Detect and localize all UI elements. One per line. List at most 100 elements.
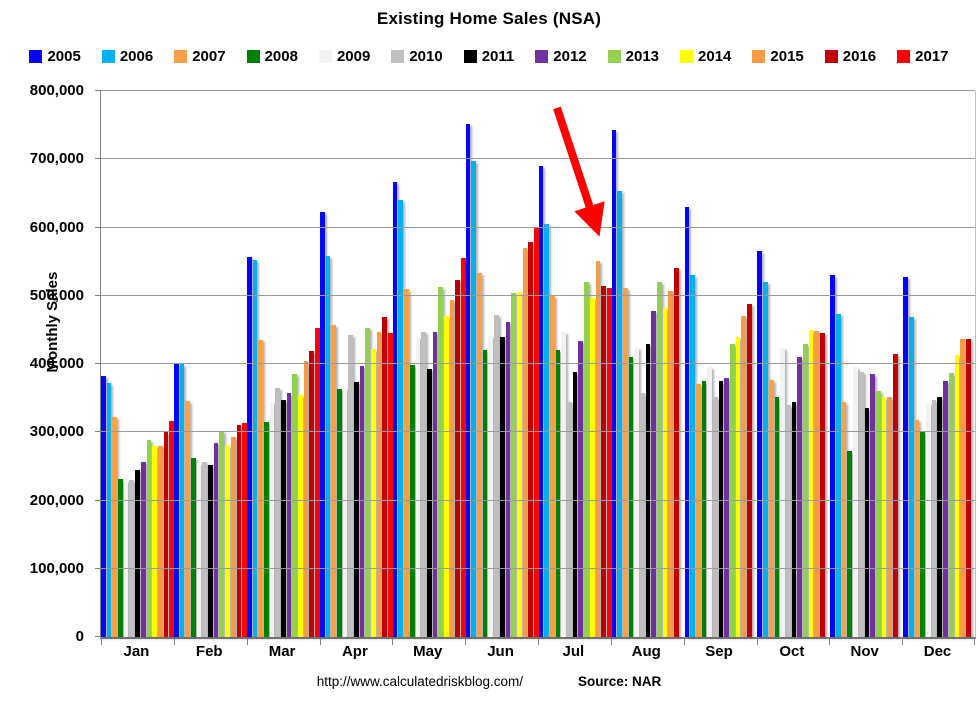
bar-2005-jan	[101, 375, 106, 637]
bar-2014-may	[443, 316, 449, 637]
bar-2010-feb	[202, 461, 208, 637]
bar-2013-apr	[365, 327, 370, 637]
bar-2005-dec	[903, 276, 908, 637]
bar-2014-jul	[589, 297, 595, 637]
bar-2015-nov	[887, 396, 892, 637]
month-group-sep	[684, 91, 758, 637]
bar-2017-apr	[388, 333, 393, 637]
bar-2009-dec	[926, 402, 931, 637]
bar-2008-feb	[191, 458, 196, 637]
x-axis-tick	[974, 639, 975, 645]
legend-label-2009: 2009	[336, 48, 371, 65]
legend-label-2010: 2010	[409, 48, 443, 65]
bar-2011-dec	[937, 396, 943, 637]
legend-label-2016: 2016	[842, 48, 877, 65]
y-axis-tick	[95, 636, 101, 637]
legend-item-2006: 2006	[101, 48, 153, 65]
legend-label-2017: 2017	[915, 48, 949, 65]
legend: 2005 2006 2007 2008 2009 2010 2011 2012 2013 2014…	[0, 48, 978, 65]
bar-2013-oct	[802, 343, 808, 637]
bar-2009-apr	[342, 387, 348, 637]
footer-source-label: Source: NAR	[578, 674, 662, 689]
bar-2007-jan	[112, 417, 118, 637]
bar-2015-mar	[303, 361, 309, 637]
legend-swatch-2016	[824, 50, 838, 63]
bar-2012-may	[432, 331, 438, 637]
bar-2009-jun	[488, 336, 494, 637]
bar-2016-jan	[163, 431, 169, 637]
bar-2006-may	[398, 200, 404, 637]
bar-2012-jun	[505, 322, 511, 637]
bar-2015-jan	[157, 445, 163, 637]
y-axis-tick	[95, 363, 101, 364]
x-axis-tick	[246, 639, 248, 645]
y-axis-tick	[95, 90, 101, 91]
bar-2012-apr	[359, 366, 365, 637]
bar-2009-mar	[269, 401, 275, 637]
bar-2012-jul	[578, 341, 584, 637]
bar-2008-aug	[628, 357, 634, 637]
bar-2014-sep	[735, 336, 741, 637]
month-group-oct	[757, 91, 830, 637]
bar-2014-jun	[516, 292, 522, 637]
chart-title: Existing Home Sales (NSA)	[376, 9, 602, 28]
bar-2009-oct	[780, 348, 785, 637]
bar-2015-jul	[595, 260, 601, 637]
x-tick-label-jun: Jun	[487, 643, 514, 660]
bar-2017-feb	[242, 423, 247, 637]
plot-area	[95, 90, 976, 645]
bar-2013-jul	[584, 282, 589, 637]
month-group-jul	[538, 91, 612, 637]
x-tick-label-mar: Mar	[268, 643, 296, 660]
bar-2016-sep	[747, 303, 752, 637]
bar-2006-aug	[617, 191, 622, 637]
y-tick-label-800000: 800,000	[29, 82, 84, 99]
bar-2014-feb	[225, 445, 230, 637]
bar-2007-may	[404, 288, 409, 637]
bar-2010-sep	[712, 396, 718, 637]
bar-2007-jul	[550, 295, 555, 637]
bar-2010-jun	[494, 314, 499, 637]
bar-2013-dec	[948, 372, 954, 637]
bar-2013-nov	[875, 391, 881, 637]
x-tick-label-oct: Oct	[779, 643, 805, 660]
legend-swatch-2006	[101, 50, 115, 63]
bar-2016-may	[455, 280, 460, 637]
bar-2017-jun	[533, 227, 539, 637]
bar-2015-may	[449, 299, 455, 637]
bar-2015-oct	[814, 331, 819, 637]
x-tick-label-feb: Feb	[195, 643, 223, 660]
bar-2014-mar	[298, 394, 303, 637]
bar-2016-oct	[820, 332, 825, 637]
legend-item-2009: 2009	[318, 48, 371, 65]
bar-2005-sep	[684, 207, 690, 637]
bar-2013-may	[438, 286, 443, 637]
bar-2011-sep	[718, 381, 724, 637]
bar-2015-dec	[960, 338, 965, 637]
bar-2011-aug	[645, 343, 651, 637]
gridline-400000	[101, 363, 975, 364]
legend-item-2005: 2005	[29, 48, 81, 65]
bar-2013-jun	[511, 293, 516, 637]
bar-2010-oct	[785, 404, 791, 637]
bar-2005-aug	[611, 129, 617, 637]
bar-2010-apr	[348, 335, 353, 637]
bar-2016-dec	[965, 339, 971, 637]
bar-2013-mar	[292, 374, 298, 637]
legend-swatch-2013	[607, 50, 621, 63]
legend-swatch-2008	[246, 50, 260, 63]
month-group-dec	[903, 91, 976, 637]
bar-2008-dec	[920, 430, 926, 637]
bar-2011-apr	[353, 381, 359, 637]
legend-item-2008: 2008	[246, 48, 298, 65]
legend-swatch-2014	[680, 50, 694, 63]
bar-2005-may	[392, 181, 398, 637]
bar-2015-jun	[522, 247, 528, 637]
legend-item-2007: 2007	[174, 48, 226, 65]
bar-2007-feb	[185, 400, 190, 637]
x-axis-tick	[173, 639, 175, 645]
bar-2016-feb	[236, 425, 242, 637]
bar-2008-apr	[336, 389, 342, 637]
bar-2014-nov	[881, 396, 887, 637]
